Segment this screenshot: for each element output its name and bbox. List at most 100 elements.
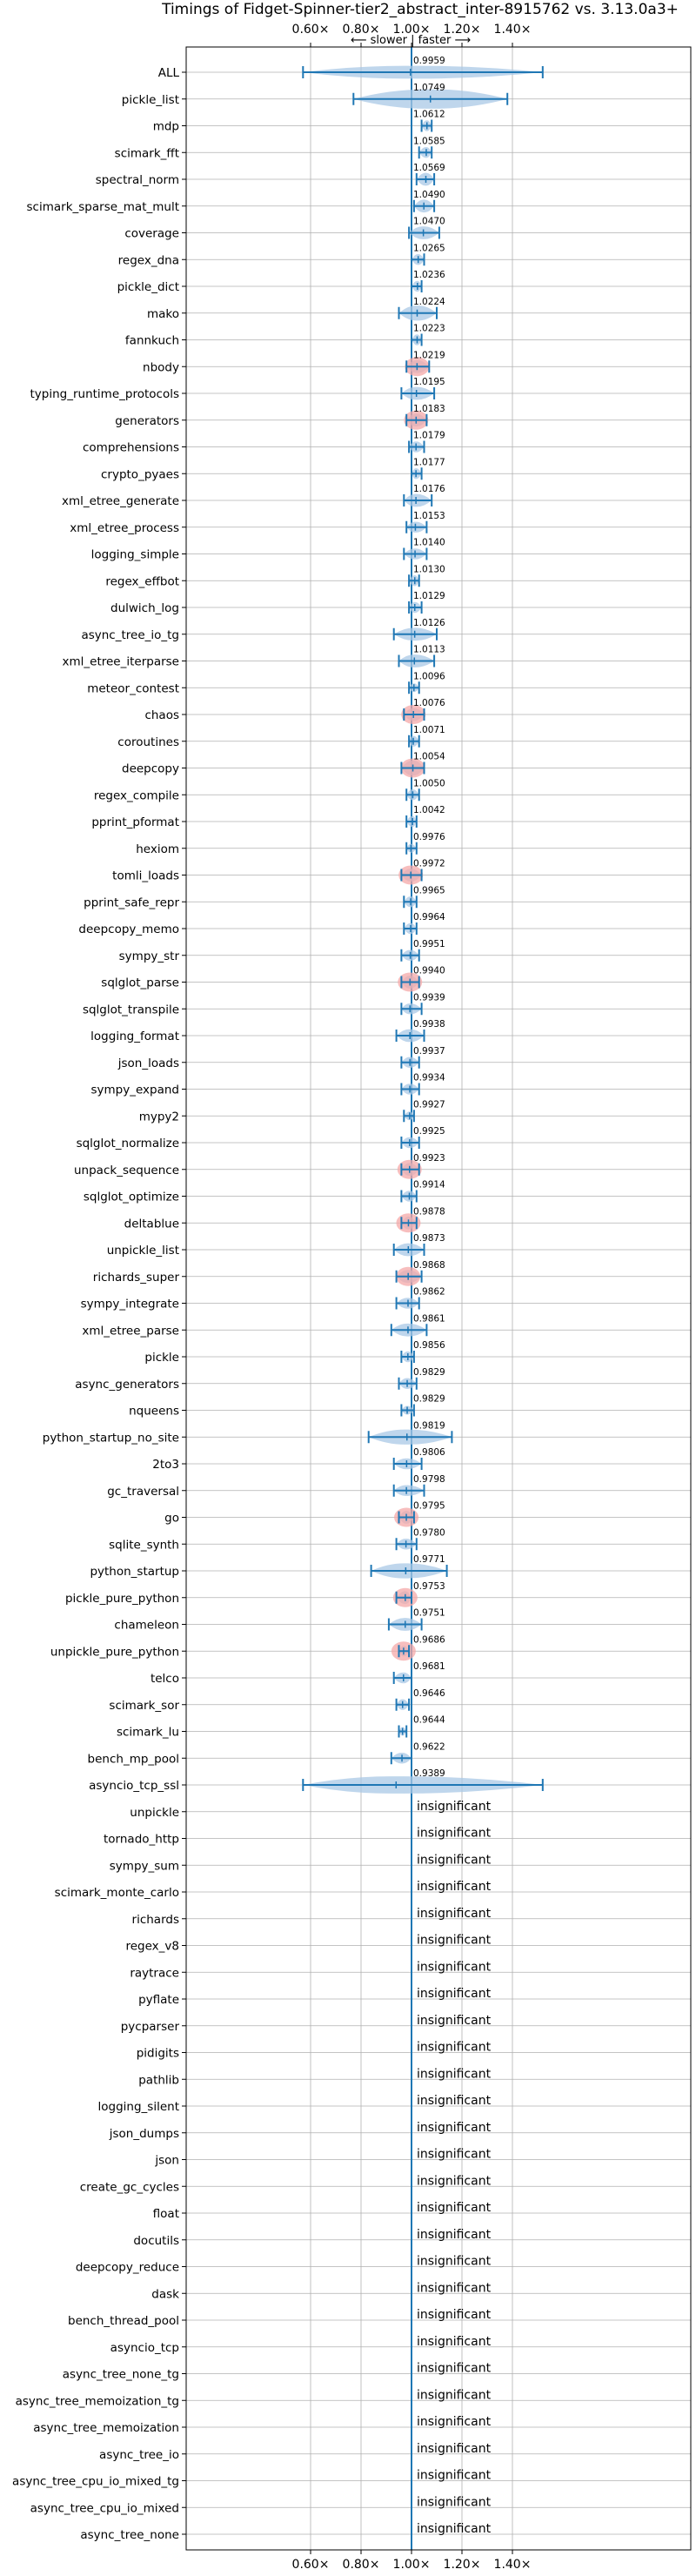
benchmark-label: deepcopy — [122, 762, 179, 776]
benchmark-label: telco — [151, 1672, 179, 1686]
x-tick-label-bottom: 1.00× — [393, 2558, 431, 2572]
benchmark-label: richards — [132, 1913, 179, 1927]
benchmark-label: typing_runtime_protocols — [30, 387, 180, 401]
benchmark-label: logging_simple — [91, 548, 179, 562]
value-label: 0.9940 — [413, 966, 445, 976]
benchmark-label: bench_mp_pool — [88, 1752, 179, 1766]
benchmark-label: pprint_safe_repr — [84, 896, 179, 909]
benchmark-label: logging_silent — [98, 2100, 179, 2114]
value-label: 0.9771 — [413, 1554, 445, 1565]
value-label: 0.9951 — [413, 939, 445, 949]
benchmark-label: pickle — [144, 1351, 179, 1365]
benchmark-label: crypto_pyaes — [101, 467, 179, 481]
value-label: 1.0179 — [413, 431, 445, 441]
value-label: 1.0042 — [413, 805, 445, 815]
value-label: 1.0129 — [413, 591, 445, 601]
value-label: 1.0113 — [413, 645, 445, 655]
benchmark-label: fannkuch — [125, 334, 179, 348]
benchmark-label: coroutines — [117, 735, 179, 749]
value-label: 0.9925 — [413, 1126, 445, 1137]
value-label: 1.0177 — [413, 457, 445, 467]
benchmark-label: sqlite_synth — [109, 1538, 179, 1552]
direction-label: ⟵ slower | faster ⟶ — [351, 34, 471, 47]
value-label: 1.0183 — [413, 404, 445, 414]
value-label: 0.9939 — [413, 992, 445, 1003]
benchmark-label: regex_dna — [118, 253, 179, 267]
value-label: 1.0054 — [413, 752, 445, 762]
value-label: 1.0265 — [413, 243, 445, 253]
x-axis-ticks: 0.60× 0.60× 0.80× 0.80× 1.00× 1.00× 1.20× 1.20×… — [182, 23, 531, 2572]
value-label: 0.9868 — [413, 1260, 445, 1271]
benchmark-label: json_dumps — [109, 2127, 179, 2141]
x-tick-label-bottom: 0.80× — [343, 2558, 380, 2572]
violin-marks: 0.9959 1.0749 1.0612 1.0585 1.0569 1.0490 1.04… — [302, 56, 544, 2536]
value-label: 1.0224 — [413, 297, 445, 307]
benchmark-label: go — [164, 1512, 179, 1526]
value-label: 0.9878 — [413, 1206, 445, 1217]
benchmark-label: asyncio_tcp_ssl — [89, 1779, 179, 1793]
benchmark-label: sympy_sum — [110, 1859, 179, 1873]
value-label: 1.0126 — [413, 618, 445, 628]
benchmark-label: regex_effbot — [105, 574, 179, 588]
x-tick-label-top: 0.60× — [292, 23, 330, 37]
value-label: 1.0223 — [413, 324, 445, 334]
benchmark-label: bench_thread_pool — [68, 2314, 179, 2328]
insignificant-label: insignificant — [417, 2362, 492, 2376]
value-label: 0.9972 — [413, 859, 445, 869]
insignificant-label: insignificant — [417, 2522, 492, 2536]
insignificant-label: insignificant — [417, 2281, 492, 2295]
benchmark-label: deltablue — [124, 1217, 179, 1231]
insignificant-label: insignificant — [417, 2255, 492, 2269]
insignificant-label: insignificant — [417, 2442, 492, 2456]
x-tick-label-bottom: 1.40× — [494, 2558, 532, 2572]
benchmark-label: async_tree_io — [99, 2448, 179, 2462]
benchmark-label: python_startup_no_site — [43, 1431, 179, 1445]
value-label: 0.9389 — [413, 1768, 445, 1779]
benchmark-label: logging_format — [90, 1030, 179, 1043]
benchmark-label: unpickle_pure_python — [50, 1645, 179, 1659]
benchmark-label: async_tree_io_tg — [81, 628, 179, 642]
benchmark-label: float — [153, 2207, 179, 2221]
benchmark-label: scimark_sor — [109, 1699, 179, 1713]
benchmark-label: nbody — [143, 360, 179, 374]
insignificant-label: insignificant — [417, 1880, 492, 1894]
benchmark-label: async_tree_none_tg — [63, 2368, 179, 2382]
benchmark-label: unpickle_list — [107, 1244, 179, 1258]
value-label: 1.0569 — [413, 163, 445, 173]
x-tick-label-top: 1.40× — [494, 23, 532, 37]
benchmark-label: python_startup — [90, 1565, 179, 1579]
value-label: 1.0612 — [413, 110, 445, 120]
insignificant-label: insignificant — [417, 2094, 492, 2108]
value-label: 1.0153 — [413, 511, 445, 521]
benchmark-label: xml_etree_generate — [62, 494, 179, 508]
x-tick-label-top: 0.80× — [343, 23, 380, 37]
benchmark-label: gc_traversal — [107, 1485, 179, 1499]
benchmark-label: scimark_sparse_mat_mult — [27, 200, 179, 214]
benchmark-label: regex_v8 — [125, 1940, 179, 1954]
benchmark-label: tornado_http — [104, 1833, 179, 1847]
insignificant-label: insignificant — [417, 2335, 492, 2349]
benchmark-label: xml_etree_parse — [82, 1324, 179, 1338]
benchmark-label: pickle_dict — [117, 280, 179, 294]
x-tick-label-bottom: 0.60× — [292, 2558, 330, 2572]
benchmark-label: pathlib — [138, 2073, 179, 2087]
insignificant-label: insignificant — [417, 1800, 492, 1814]
insignificant-label: insignificant — [417, 2174, 492, 2188]
benchmark-label: chameleon — [114, 1619, 179, 1633]
benchmark-label: dask — [151, 2287, 179, 2301]
benchmark-label: json_loads — [117, 1057, 179, 1070]
value-label: 1.0236 — [413, 270, 445, 280]
insignificant-label: insignificant — [417, 2388, 492, 2402]
value-label: 0.9753 — [413, 1581, 445, 1592]
benchmark-label: mdp — [153, 120, 179, 134]
benchmark-label: 2to3 — [152, 1458, 179, 1472]
value-label: 0.9798 — [413, 1474, 445, 1485]
insignificant-label: insignificant — [417, 2121, 492, 2135]
value-label: 0.9862 — [413, 1287, 445, 1298]
benchmark-label: pycparser — [121, 2020, 180, 2034]
benchmark-label: sqlglot_optimize — [84, 1191, 179, 1204]
benchmark-label: dulwich_log — [110, 601, 179, 615]
benchmark-label: raytrace — [130, 1966, 179, 1980]
